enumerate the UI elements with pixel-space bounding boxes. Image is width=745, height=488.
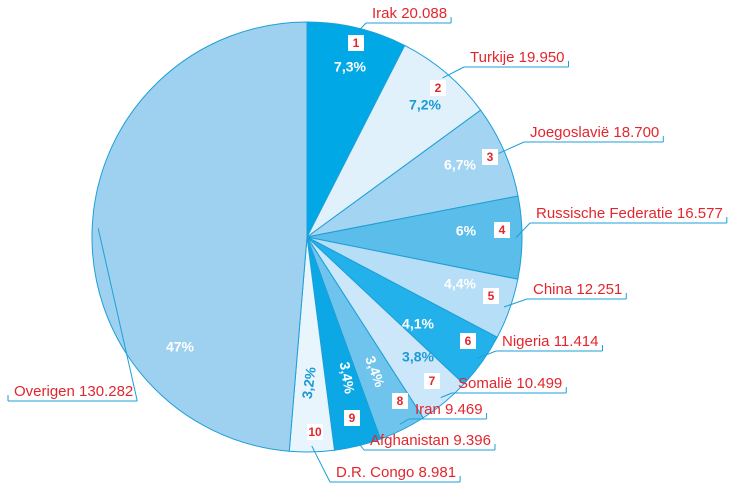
leader-line (503, 298, 528, 308)
rank-label: 9 (349, 411, 356, 425)
category-name: Russische Federatie (536, 205, 673, 222)
rank-label: 3 (487, 150, 494, 164)
rank-label: 5 (488, 289, 495, 303)
category-name: Overigen (14, 383, 75, 400)
rank-box (344, 410, 360, 426)
category-name: Somalië (458, 375, 512, 392)
percent-label: 6% (456, 223, 477, 239)
rank-box (424, 373, 440, 389)
leader-line (355, 22, 367, 35)
slice-label: Overigen 130.282 (14, 383, 133, 400)
value-label: 10.499 (516, 375, 562, 392)
rank-box (307, 424, 323, 440)
percent-label: 47% (166, 339, 195, 355)
slice-label: Irak 20.088 (372, 5, 447, 22)
percent-label: 7,3% (334, 59, 366, 75)
percent-label: 7,2% (409, 97, 441, 113)
category-name: Irak (372, 5, 398, 22)
leader-line (311, 445, 331, 483)
slice-label: Turkije 19.950 (470, 49, 565, 66)
value-label: 9.396 (453, 432, 491, 449)
value-label: 19.950 (519, 49, 565, 66)
leader-line (498, 141, 525, 154)
slice-label: D.R. Congo 8.981 (336, 464, 456, 481)
rank-box (494, 222, 510, 238)
category-name: China (533, 281, 573, 298)
value-label: 11.414 (554, 333, 599, 350)
value-label: 12.251 (576, 281, 622, 298)
slice-label: Iran 9.469 (415, 401, 483, 418)
category-name: Joegoslavië (530, 124, 609, 141)
rank-label: 1 (353, 36, 360, 50)
value-label: 8.981 (419, 464, 457, 481)
value-label: 20.088 (401, 5, 447, 22)
category-name: Iran (415, 401, 441, 418)
leader-line (515, 222, 531, 238)
category-name: Afghanistan (370, 432, 449, 449)
rank-box (348, 35, 364, 51)
slice-label: Somalië 10.499 (458, 375, 562, 392)
percent-label: 4,4% (444, 276, 476, 292)
leader-line (355, 439, 365, 451)
rank-box (430, 80, 446, 96)
value-label: 9.469 (445, 401, 483, 418)
leader-line (477, 350, 497, 359)
category-name: Nigeria (502, 333, 550, 350)
rank-label: 10 (308, 425, 322, 439)
slice-label: China 12.251 (533, 281, 622, 298)
percent-label: 3,2% (299, 365, 319, 399)
percent-label: 6,7% (444, 157, 476, 173)
leader-line (440, 392, 453, 399)
rank-label: 4 (499, 223, 506, 237)
category-name: Turkije (470, 49, 514, 66)
percent-label: 4,1% (402, 316, 434, 332)
percent-label: 3,8% (402, 349, 434, 365)
rank-label: 2 (435, 81, 442, 95)
slice-label: Nigeria 11.414 (502, 333, 598, 350)
category-name: D.R. Congo (336, 464, 414, 481)
slice (306, 21, 406, 238)
leader-line (97, 228, 138, 402)
leader-line (399, 418, 410, 425)
rank-label: 8 (397, 394, 404, 408)
slice-label: Joegoslavië 18.700 (530, 124, 659, 141)
value-label: 16.577 (677, 205, 723, 222)
rank-label: 7 (429, 374, 436, 388)
rank-box (482, 149, 498, 165)
rank-label: 6 (465, 334, 472, 348)
rank-box (392, 393, 408, 409)
slice-label: Russische Federatie 16.577 (536, 205, 723, 222)
rank-box (460, 333, 476, 349)
slice-label: Afghanistan 9.396 (370, 432, 491, 449)
leader-line (442, 66, 465, 79)
slice (91, 21, 308, 452)
value-label: 18.700 (613, 124, 659, 141)
rank-box (483, 288, 499, 304)
value-label: 130.282 (79, 383, 133, 400)
percent-label: 3,4% (337, 361, 358, 396)
